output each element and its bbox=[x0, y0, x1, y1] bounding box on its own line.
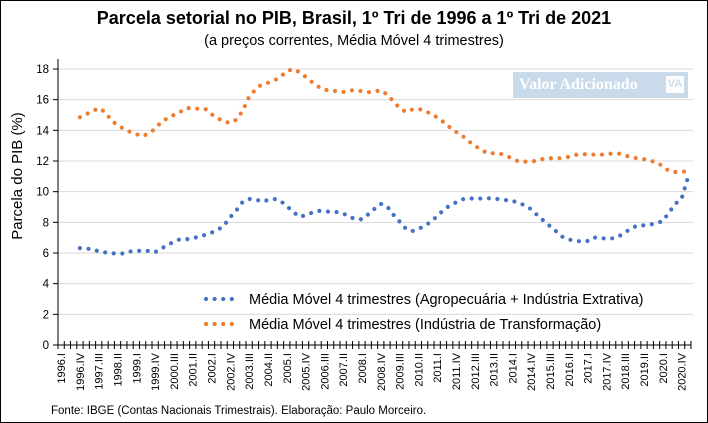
va-logo-icon: VA bbox=[666, 76, 684, 93]
watermark-text: Valor Adicionado bbox=[519, 76, 638, 93]
x-tick-label: 2016.II bbox=[564, 353, 576, 387]
y-tick-label: 12 bbox=[36, 156, 49, 168]
x-tick-label: 2017.I bbox=[583, 353, 595, 384]
series-0 bbox=[77, 175, 690, 256]
y-tick-label: 0 bbox=[43, 340, 49, 352]
chart-title: Parcela setorial no PIB, Brasil, 1º Tri … bbox=[96, 8, 612, 28]
legend-item-transformacao: Média Móvel 4 trimestres (Indústria de T… bbox=[203, 317, 601, 333]
y-tick-label: 8 bbox=[43, 217, 49, 229]
x-tick-label: 2010.II bbox=[413, 353, 425, 387]
x-tick-label: 2020.I bbox=[658, 353, 670, 384]
x-tick-label: 2014.IV bbox=[526, 352, 538, 391]
x-tick-label: 2001.II bbox=[188, 353, 200, 387]
x-tick-label: 2005.I bbox=[282, 353, 294, 384]
y-tick-label: 10 bbox=[36, 187, 49, 199]
y-tick-label: 18 bbox=[36, 64, 49, 76]
x-tick-label: 1999.I bbox=[131, 353, 143, 384]
x-tick-label: 2019.II bbox=[639, 353, 651, 387]
x-tick-label: 2005.IV bbox=[301, 352, 313, 391]
y-axis: 0 2 4 6 8 10 12 14 16 18 bbox=[36, 59, 59, 352]
x-tick-label: 2011.IV bbox=[451, 352, 463, 390]
series-line bbox=[77, 175, 690, 256]
x-tick-label: 2020.IV bbox=[677, 352, 689, 391]
x-tick-label: 1999.IV bbox=[150, 352, 162, 391]
x-tick-label: 2002.IV bbox=[225, 352, 237, 391]
legend-item-agro-extrativa: Média Móvel 4 trimestres (Agropecuária +… bbox=[203, 292, 643, 308]
x-tick-label: 2003.III bbox=[244, 353, 256, 390]
x-tick-label: 2008.I bbox=[357, 353, 369, 384]
x-axis: 1996.I 1996.IV 1997.III 1998.II 1999.I 1999.I… bbox=[56, 341, 692, 391]
gridlines bbox=[58, 68, 693, 315]
x-tick-label: 2015.III bbox=[545, 353, 557, 390]
x-tick-label: 2002.I bbox=[207, 353, 219, 384]
x-tick-label: 2013.II bbox=[489, 353, 501, 387]
x-tick-label: 2018.III bbox=[620, 353, 632, 390]
y-tick-label: 14 bbox=[36, 125, 49, 137]
x-tick-label: 2008.IV bbox=[376, 352, 388, 391]
legend: Média Móvel 4 trimestres (Agropecuária +… bbox=[203, 292, 643, 333]
x-tick-label: 2006.III bbox=[319, 353, 331, 390]
watermark-valor-adicionado: Valor Adicionado VA bbox=[513, 72, 688, 98]
y-tick-label: 2 bbox=[43, 309, 49, 321]
x-tick-label: 2014.I bbox=[507, 353, 519, 384]
x-tick-label: 2004.II bbox=[263, 353, 275, 387]
source-note: Fonte: IBGE (Contas Nacionais Trimestrai… bbox=[51, 405, 427, 417]
x-tick-label: 2017.IV bbox=[601, 352, 613, 391]
x-tick-label: 1998.II bbox=[113, 353, 125, 387]
x-tick-label: 1997.III bbox=[94, 353, 106, 390]
series-group bbox=[77, 66, 690, 256]
chart-subtitle: (a preços correntes, Média Móvel 4 trime… bbox=[204, 33, 504, 49]
y-tick-label: 6 bbox=[43, 248, 49, 260]
x-tick-label: 1996.IV bbox=[75, 352, 87, 391]
x-tick-label: 2000.III bbox=[169, 353, 181, 390]
y-tick-label: 4 bbox=[43, 279, 50, 291]
x-tick-label: 2007.II bbox=[338, 353, 350, 387]
series-line bbox=[77, 66, 690, 175]
series-1 bbox=[77, 66, 690, 175]
x-tick-label: 2011.I bbox=[432, 353, 444, 383]
legend-label-agro-extrativa: Média Móvel 4 trimestres (Agropecuária +… bbox=[249, 292, 643, 308]
x-tick-label: 2012.III bbox=[470, 353, 482, 390]
legend-label-transformacao: Média Móvel 4 trimestres (Indústria de T… bbox=[249, 317, 601, 333]
x-tick-label: 2009.III bbox=[395, 353, 407, 390]
x-tick-label: 1996.I bbox=[56, 353, 68, 384]
y-tick-label: 16 bbox=[36, 95, 49, 107]
